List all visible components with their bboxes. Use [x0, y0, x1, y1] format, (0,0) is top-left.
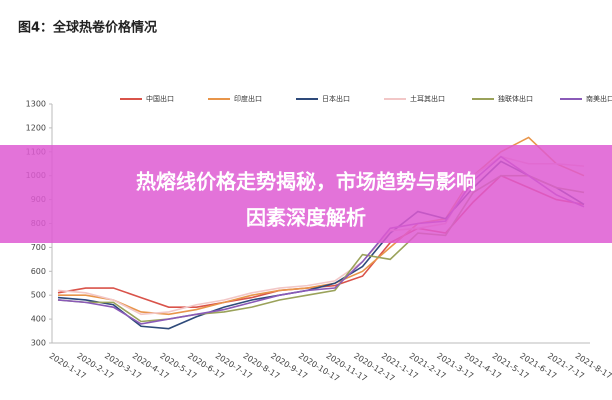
y-tick-label: 500 — [31, 291, 46, 300]
chart-title: 图4：全球热卷价格情况 — [18, 20, 157, 36]
banner-background — [0, 145, 612, 243]
legend-label: 印度出口 — [234, 94, 262, 103]
banner-title: 因素深度解析 — [246, 206, 366, 230]
legend-label: 中国出口 — [146, 94, 174, 103]
y-tick-label: 700 — [31, 243, 46, 252]
legend-label: 土耳其出口 — [410, 94, 445, 103]
legend-label: 南美出口 — [586, 94, 612, 103]
banner-title: 热熔线价格走势揭秘，市场趋势与影响 — [136, 170, 476, 194]
y-tick-label: 1300 — [26, 100, 46, 109]
legend-label: 独联体出口 — [498, 94, 533, 103]
y-tick-label: 1200 — [26, 123, 46, 132]
y-tick-label: 300 — [31, 339, 46, 348]
legend-label: 日本出口 — [322, 94, 350, 103]
y-tick-label: 600 — [31, 267, 46, 276]
y-tick-label: 400 — [31, 315, 46, 324]
